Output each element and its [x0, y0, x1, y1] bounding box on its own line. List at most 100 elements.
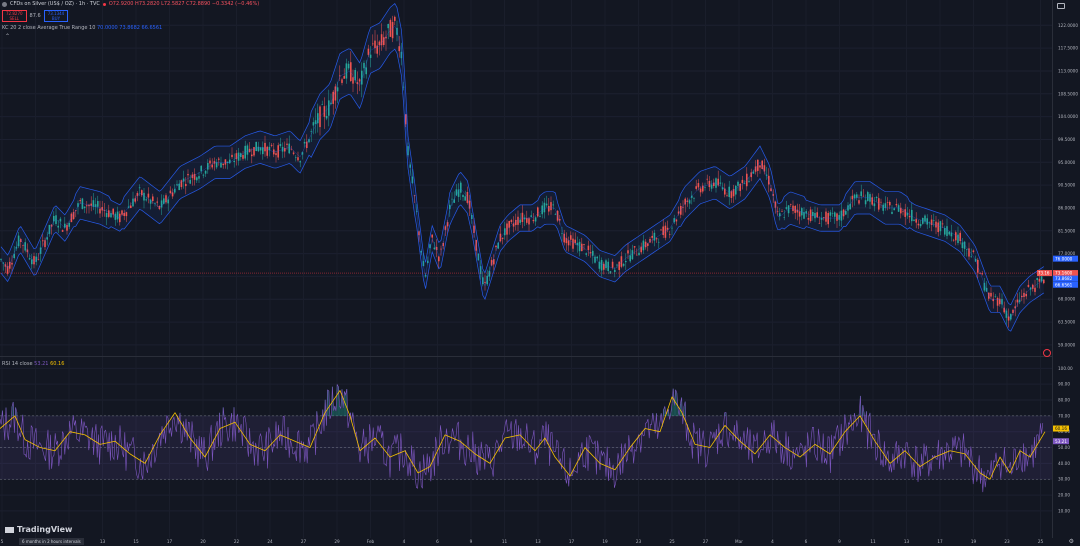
- candle-body: [391, 22, 394, 39]
- sell-label: SELL: [9, 16, 20, 21]
- candle-body: [55, 215, 57, 224]
- candle-body: [420, 250, 422, 253]
- buy-button[interactable]: 73.1344 BUY: [43, 10, 69, 22]
- candle-body: [730, 191, 733, 198]
- candle-body: [453, 199, 455, 203]
- candle-body: [559, 219, 561, 221]
- price-tag-label: 66.6561: [1055, 282, 1073, 287]
- sell-button[interactable]: 72.8270 SELL: [2, 10, 27, 22]
- rsi-tick-label: 40.00: [1058, 461, 1070, 466]
- candle-body: [383, 37, 385, 45]
- gear-icon[interactable]: ⚙: [1068, 538, 1074, 545]
- candle-body: [440, 248, 442, 250]
- candle-body: [506, 223, 508, 235]
- candle-body: [792, 205, 794, 211]
- candle-body: [691, 195, 693, 198]
- candle-body: [182, 178, 185, 182]
- candle-body: [28, 258, 31, 260]
- candle-body: [116, 211, 119, 220]
- candle-body: [697, 183, 700, 188]
- candle-body: [845, 211, 847, 215]
- candles-series: [0, 15, 1045, 328]
- candle-body: [66, 224, 68, 231]
- candle-body: [831, 213, 834, 214]
- candle-body: [959, 232, 961, 241]
- symbol-title[interactable]: CFDs on Silver (US$ / OZ) · 1h · TVC: [10, 1, 100, 7]
- candle-body: [460, 182, 462, 193]
- candle-body: [482, 277, 484, 285]
- candle-body: [640, 246, 642, 253]
- candle-body: [779, 213, 781, 217]
- candle-body: [105, 212, 108, 218]
- candle-body: [35, 256, 37, 262]
- candle-body: [224, 159, 227, 165]
- candle-body: [462, 195, 464, 198]
- candle-body: [385, 36, 387, 39]
- countdown-tag: [1037, 270, 1052, 277]
- candle-body: [143, 192, 145, 201]
- candle-body: [917, 223, 920, 226]
- time-tick-label: 9: [470, 539, 473, 544]
- candle-body: [275, 153, 277, 156]
- candle-body: [387, 24, 389, 29]
- rsi-tick-label: 50.00: [1058, 445, 1070, 450]
- candle-body: [1036, 277, 1038, 281]
- candle-body: [317, 113, 319, 124]
- candle-body: [880, 201, 882, 203]
- price-tick-label: 99.5000: [1058, 137, 1076, 142]
- candle-body: [629, 255, 631, 262]
- candle-body: [310, 131, 312, 132]
- price-axis[interactable]: 122.0000 117.5000 113.0000 108.5000 104.0000…: [1037, 23, 1078, 348]
- camera-icon[interactable]: [1057, 3, 1065, 9]
- candle-body: [897, 205, 900, 212]
- candle-body: [81, 198, 84, 209]
- keltner-upper: [0, 2, 1044, 306]
- candle-body: [825, 211, 827, 222]
- candle-body: [961, 242, 964, 249]
- candle-body: [543, 202, 546, 213]
- candle-body: [394, 16, 396, 21]
- candle-body: [336, 87, 339, 92]
- candle-body: [741, 179, 744, 184]
- candle-body: [438, 256, 440, 262]
- rsi-tick-label: 100.00: [1058, 366, 1073, 371]
- candle-body: [862, 195, 865, 197]
- candle-body: [94, 204, 97, 207]
- candle-body: [537, 207, 539, 217]
- candle-body: [431, 234, 433, 238]
- rsi-legend[interactable]: RSI 14 close 53.21 60.16: [2, 361, 64, 367]
- candle-body: [530, 215, 532, 217]
- candle-body: [13, 253, 15, 259]
- candle-body: [504, 228, 506, 236]
- candle-body: [9, 262, 11, 269]
- candle-body: [673, 218, 675, 223]
- candle-body: [141, 190, 143, 196]
- candle-body: [627, 250, 629, 254]
- keltner-legend[interactable]: KC 20 2 close Average True Range 10 70.0…: [2, 25, 162, 31]
- candle-body: [873, 203, 876, 207]
- rsi-axis[interactable]: 100.00 90.00 80.00 70.00 60.00 50.00 40.00 30.0…: [1053, 366, 1073, 514]
- candle-body: [136, 192, 139, 197]
- candle-body: [306, 141, 308, 148]
- rsi-tag: [1053, 438, 1069, 445]
- candle-body: [785, 207, 788, 209]
- candle-body: [495, 245, 497, 248]
- footer-bar: 6 months in 2 hours intervals: [0, 538, 1080, 546]
- candle-body: [398, 46, 400, 52]
- alert-circle-icon[interactable]: [1043, 349, 1051, 357]
- candle-body: [1018, 299, 1021, 303]
- price-tick-label: 108.5000: [1058, 91, 1078, 96]
- candle-body: [242, 155, 244, 159]
- candle-body: [510, 220, 513, 223]
- candle-body: [732, 189, 735, 197]
- candle-body: [658, 241, 660, 243]
- collapse-icon[interactable]: ⌃: [5, 33, 11, 40]
- candle-body: [281, 146, 284, 152]
- candle-body: [233, 160, 235, 163]
- price-tick-label: 77.0000: [1058, 251, 1076, 256]
- candle-body: [354, 69, 356, 81]
- date-range-button[interactable]: 6 months in 2 hours intervals: [19, 538, 84, 545]
- time-tick-label: 23: [636, 539, 642, 544]
- candle-body: [101, 207, 103, 211]
